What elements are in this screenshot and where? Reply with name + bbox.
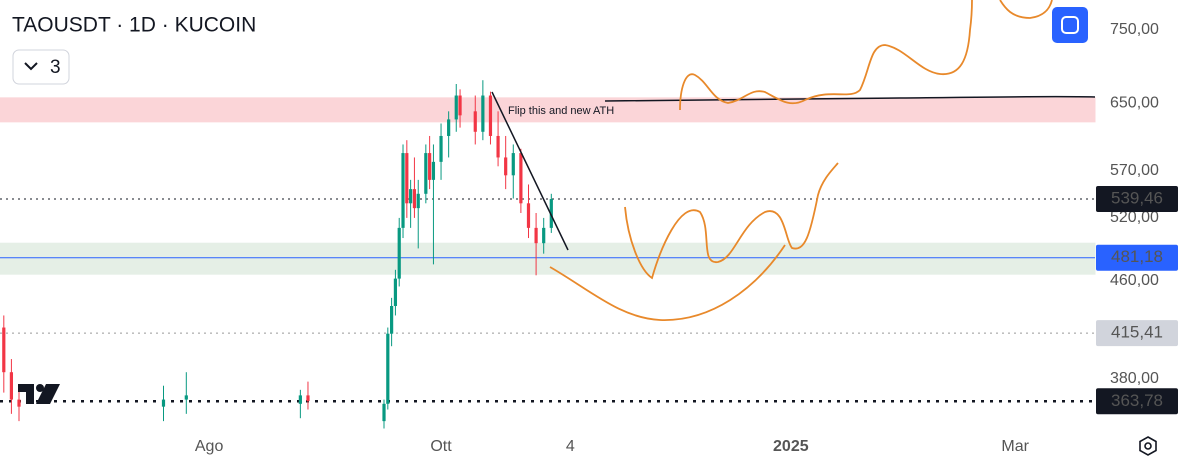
candle-body [439, 135, 443, 162]
candle-body [386, 333, 390, 404]
candle-body [397, 227, 401, 279]
candle-body [416, 193, 420, 209]
candle-body [519, 153, 523, 204]
x-tick-label: Mar [1001, 438, 1029, 455]
candle-body [504, 157, 508, 176]
candle-body [409, 189, 413, 204]
candle-body [526, 203, 531, 228]
candle-body [511, 153, 515, 176]
candle-body [390, 305, 394, 334]
candle-body [549, 199, 553, 228]
chevron-icon [24, 62, 38, 71]
price-label: 481,18 [1111, 247, 1163, 266]
indicator-toggle[interactable]: 3 [12, 49, 70, 85]
price-label-box [1096, 388, 1178, 415]
zone [0, 242, 1096, 275]
x-tick-label: 2025 [773, 438, 809, 455]
candle-body [458, 95, 462, 116]
drawings [491, 0, 1096, 321]
settings-icon-center [1144, 442, 1152, 450]
price-lines [0, 198, 1095, 403]
fullscreen-button[interactable] [1052, 7, 1088, 43]
y-tick-label: 750,00 [1110, 21, 1159, 38]
price-axis: 380,00420,00460,00520,00570,00650,00750,… [1096, 21, 1178, 415]
time-axis: Ago Ott 4 2025 Mar [195, 438, 1030, 455]
zones [0, 97, 1096, 275]
trend-line [491, 91, 569, 251]
candle-body [481, 95, 485, 132]
freehand [549, 0, 1053, 321]
toggle-count: 3 [50, 57, 61, 78]
candles [2, 80, 553, 429]
y-tick-label: 460,00 [1110, 272, 1159, 289]
logo [18, 384, 60, 404]
candle-body [488, 95, 493, 136]
button-bg[interactable] [1052, 7, 1088, 43]
candle-body [447, 119, 451, 136]
y-tick-label: 380,00 [1110, 370, 1159, 387]
tv-logo-dot [36, 384, 44, 392]
y-tick-label: 650,00 [1110, 95, 1159, 112]
zone [0, 97, 1096, 123]
candle-body [496, 135, 500, 158]
toggle-box[interactable] [12, 49, 70, 85]
candle-body [542, 227, 546, 244]
candle-body [454, 95, 458, 120]
price-label-box [1096, 186, 1178, 213]
candle-body [184, 395, 188, 400]
price-label-box [1096, 244, 1178, 271]
candle-body [306, 395, 310, 401]
price-label: 363,78 [1111, 391, 1163, 410]
resistance-line [604, 95, 1096, 102]
candle-body [9, 372, 14, 400]
x-tick-label: Ott [430, 438, 452, 455]
candle-body [473, 111, 477, 132]
y-tick-label: 520,00 [1110, 209, 1159, 226]
button-icon [1061, 16, 1079, 34]
annotation: Flip this and new ATH [508, 105, 614, 117]
x-tick-label: Ago [195, 438, 224, 455]
price-label: 539,46 [1111, 189, 1163, 208]
candle-body [534, 227, 538, 244]
candle-body [405, 153, 409, 204]
price-label: 415,41 [1111, 323, 1163, 342]
candle-body [298, 395, 302, 404]
candle-body [412, 189, 417, 209]
candle-body [2, 327, 6, 373]
chart-title: TAOUSDT · 1D · KUCOIN [12, 14, 256, 37]
y-tick-label: 570,00 [1110, 162, 1159, 179]
candle-body [431, 161, 436, 180]
candle-body [393, 278, 398, 306]
settings-icon[interactable] [1139, 436, 1157, 456]
candle-body [401, 153, 405, 228]
candle-body [428, 153, 432, 180]
tv-logo [18, 384, 60, 404]
candle-body [17, 399, 21, 407]
x-tick-label: 4 [566, 438, 575, 455]
candle-body [424, 153, 428, 194]
price-label-box [1096, 320, 1178, 347]
candle-body [382, 403, 386, 422]
candle-body [161, 399, 166, 407]
